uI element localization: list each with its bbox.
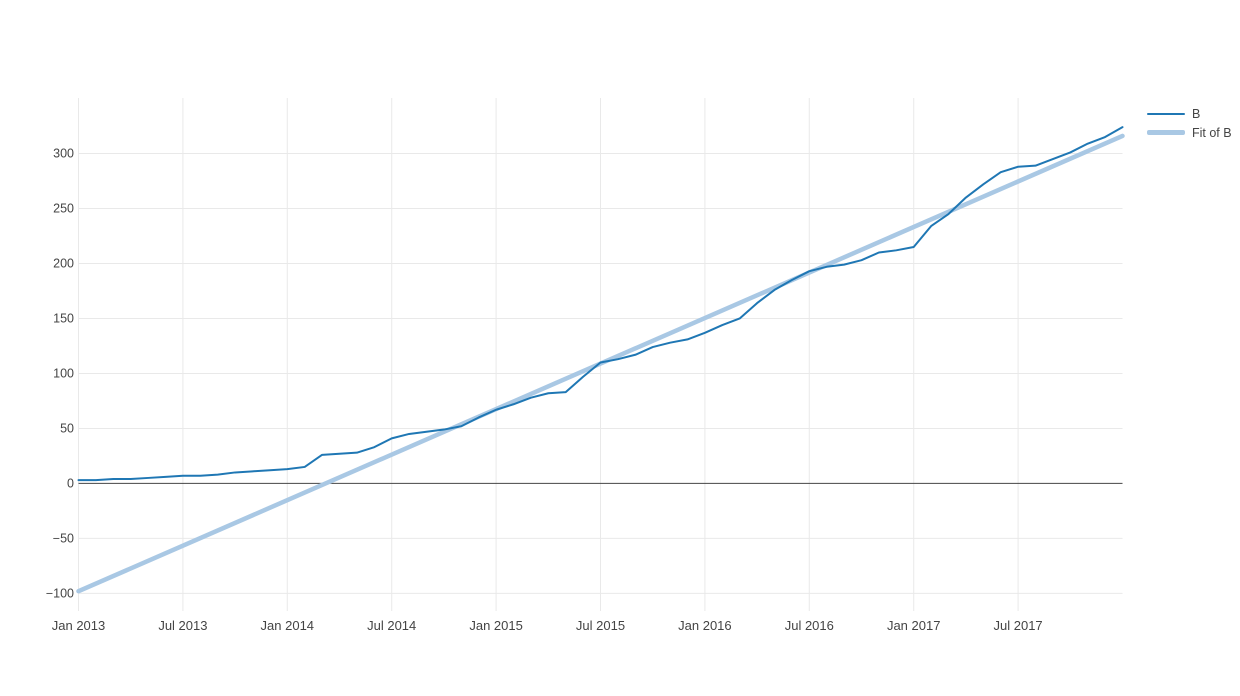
x-tick-label: Jan 2014: [261, 618, 315, 633]
x-tick-label: Jan 2015: [469, 618, 523, 633]
series-line-b[interactable]: [77, 126, 1124, 482]
x-tick-label: Jan 2016: [678, 618, 732, 633]
y-tick-label: 150: [53, 312, 74, 326]
y-tick-label: −50: [53, 532, 74, 546]
x-tick-label: Jul 2016: [785, 618, 834, 633]
legend: B Fit of B: [1147, 104, 1232, 142]
legend-line-swatch-b: [1147, 112, 1185, 115]
y-tick-label: 200: [53, 257, 74, 271]
x-tick-label: Jul 2014: [367, 618, 416, 633]
y-tick-label: −100: [46, 587, 74, 601]
legend-item-fit-of-b[interactable]: Fit of B: [1147, 123, 1232, 142]
legend-line-swatch-fit-of-b: [1147, 130, 1185, 135]
y-tick-label: 50: [60, 422, 74, 436]
x-tick-label: Jan 2013: [52, 618, 106, 633]
x-tick-label: Jul 2013: [158, 618, 207, 633]
legend-item-b[interactable]: B: [1147, 104, 1232, 123]
y-tick-label: 0: [67, 477, 74, 491]
x-tick-label: Jan 2017: [887, 618, 941, 633]
y-tick-label: 250: [53, 202, 74, 216]
x-tick-label: Jul 2015: [576, 618, 625, 633]
legend-label-b: B: [1192, 106, 1201, 121]
y-tick-label: 300: [53, 147, 74, 161]
x-tick-label: Jul 2017: [994, 618, 1043, 633]
y-tick-label: 100: [53, 367, 74, 381]
legend-label-fit-of-b: Fit of B: [1192, 125, 1232, 140]
